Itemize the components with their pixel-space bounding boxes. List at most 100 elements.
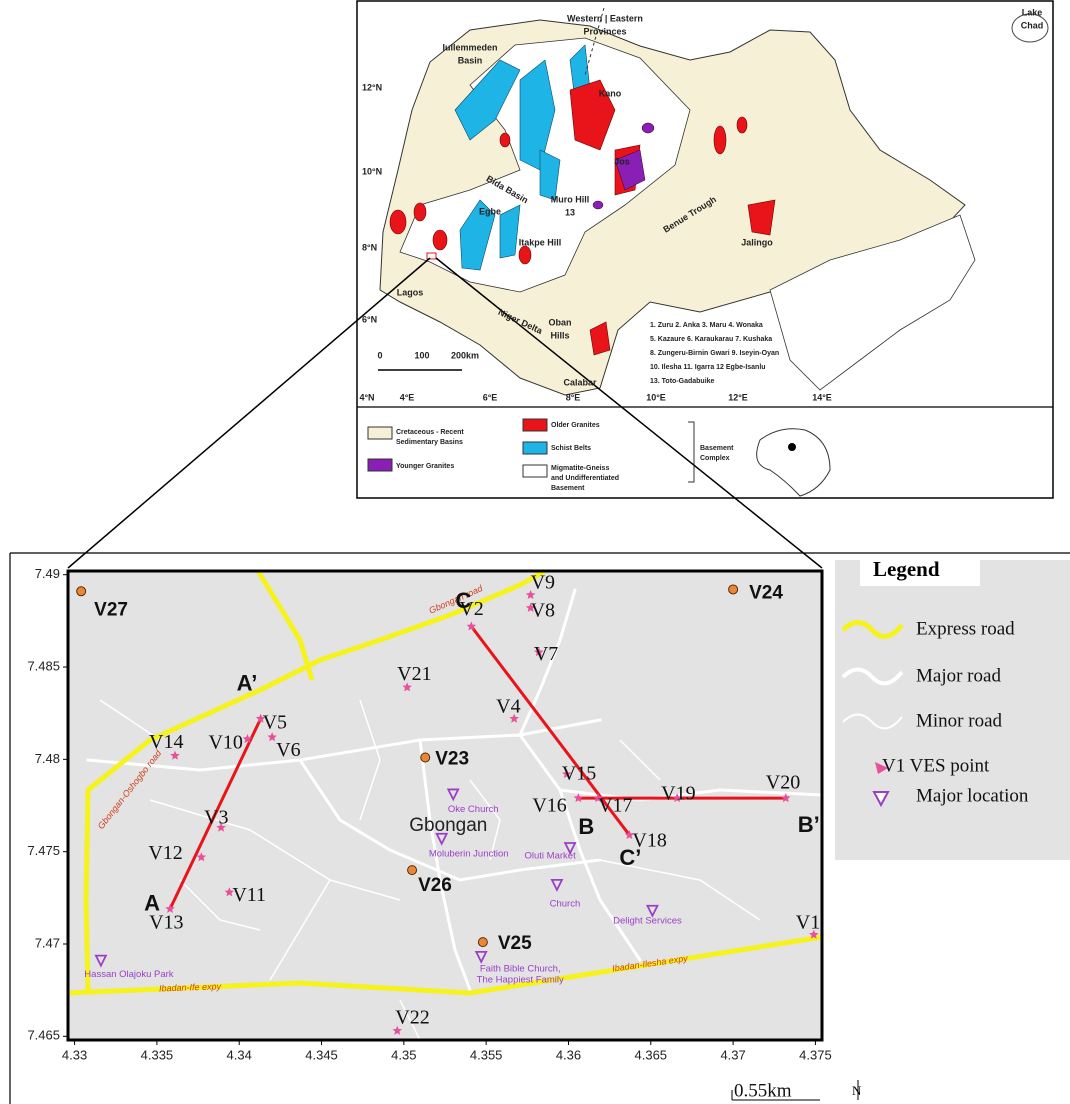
x-tick-label: 4.335	[141, 1047, 174, 1062]
ves-label: V7	[534, 643, 558, 665]
site-list: 5. Kazaure 6. Karaukarau 7. Kushaka	[650, 336, 772, 343]
ves-label: V26	[418, 875, 452, 896]
y-tick-label: 7.465	[27, 1028, 60, 1043]
section-label: B	[578, 814, 594, 839]
lon-label: 4°N	[359, 392, 374, 402]
lat-label: 10°N	[362, 166, 382, 176]
ves-point	[77, 587, 86, 596]
y-tick-label: 7.485	[27, 658, 60, 673]
key-label: Migmatite-Gneiss	[551, 465, 609, 472]
x-tick-label: 4.35	[391, 1047, 416, 1062]
place-label: Oke Church	[448, 804, 499, 815]
key-label: and Undifferentiated	[551, 475, 619, 482]
inset-label: Oban	[548, 317, 571, 327]
key-label: Schist Belts	[551, 445, 591, 452]
ves-label: V11	[232, 884, 266, 906]
inset-label: Western | Eastern	[567, 13, 643, 23]
lon-label: 12°E	[728, 392, 748, 402]
ves-label: V12	[148, 842, 182, 864]
inset-label: Itakpe Hill	[519, 237, 562, 247]
inset-label: Basin	[458, 55, 483, 65]
ves-label: V24	[749, 582, 783, 603]
inset-label: Lagos	[397, 287, 424, 297]
key-swatch	[368, 427, 392, 439]
ves-label: V1	[796, 911, 820, 933]
lat-label: 8°N	[362, 242, 377, 252]
granite	[519, 246, 531, 264]
place-label: Hassan Olajoku Park	[84, 969, 173, 980]
younger-granite	[642, 123, 654, 133]
place-label: Faith Bible Church,	[480, 963, 561, 974]
inset-label: Kano	[599, 88, 622, 98]
ves-label: V13	[149, 911, 183, 933]
key-label: Complex	[700, 455, 730, 462]
ves-label: V9	[531, 572, 555, 594]
ves-label: V15	[562, 763, 596, 785]
place-label: The Happiest Family	[477, 974, 564, 985]
y-tick-label: 7.475	[27, 843, 60, 858]
inset-label: Jos	[614, 156, 630, 166]
x-tick-label: 4.365	[635, 1047, 668, 1062]
legend-item: V1 VES point	[882, 755, 990, 776]
scale-label: 0.55km	[734, 1080, 792, 1101]
ves-label: V16	[532, 795, 566, 817]
key-label: Younger Granites	[396, 463, 454, 470]
x-tick-label: 4.345	[305, 1047, 338, 1062]
place-label: Moluberin Junction	[429, 848, 509, 859]
inset-label: Lake	[1022, 7, 1043, 17]
ves-point	[478, 938, 487, 947]
key-label: Older Granites	[551, 422, 600, 429]
granite	[390, 210, 406, 234]
page: {"inset_map": { "labels": [["Lake", "Cha…	[0, 0, 1070, 1104]
map-background	[68, 571, 822, 1040]
lon-label: 6°E	[483, 392, 498, 402]
ves-label: V23	[435, 749, 469, 770]
inset-label: Jalingo	[741, 237, 773, 247]
x-tick-label: 4.33	[62, 1047, 87, 1062]
ves-label: V22	[395, 1006, 429, 1028]
ves-label: V25	[498, 933, 532, 954]
y-tick-label: 7.49	[35, 566, 60, 581]
granite	[737, 117, 747, 133]
ves-label: V27	[94, 599, 128, 620]
ves-label: V18	[632, 830, 666, 852]
granite	[414, 203, 426, 221]
ves-label: V4	[496, 695, 520, 717]
ves-label: V19	[661, 783, 695, 805]
legend-item: Express road	[916, 618, 1015, 639]
ves-point	[421, 753, 430, 762]
lon-label: 14°E	[812, 392, 832, 402]
ves-label: V10	[208, 732, 242, 754]
inset-label: Hills	[550, 330, 569, 340]
site-list: 13. Toto-Gadabuike	[650, 378, 715, 385]
lon-label: 8°E	[566, 392, 581, 402]
lat-label: 12°N	[362, 82, 382, 92]
section-label: A’	[237, 671, 258, 696]
inset-label: Muro Hill	[551, 194, 590, 204]
inset-label: 13	[565, 207, 575, 217]
nigeria-in-africa	[788, 443, 796, 451]
ves-label: V17	[598, 795, 632, 817]
ves-label: V20	[766, 772, 800, 794]
ves-label: V8	[531, 600, 555, 622]
granite	[433, 230, 447, 250]
lon-label: 4°E	[400, 392, 415, 402]
inset-map	[68, 1, 1053, 568]
inset-label: Calabar	[563, 377, 597, 387]
key-label: Cretaceous - Recent	[396, 429, 464, 436]
inset-label: Egbe	[479, 206, 501, 216]
ves-label: V3	[204, 806, 228, 828]
ves-point	[729, 585, 738, 594]
key-swatch	[523, 465, 547, 477]
lat-label: 6°N	[362, 314, 377, 324]
legend-item: Major road	[916, 665, 1001, 686]
town-label: Gbongan	[409, 815, 487, 836]
place-label: Church	[550, 898, 581, 909]
x-tick-label: 4.37	[720, 1047, 745, 1062]
y-tick-label: 7.47	[35, 935, 60, 950]
legend-title: Legend	[873, 557, 940, 581]
key-swatch	[523, 442, 547, 454]
x-tick-label: 4.34	[227, 1047, 252, 1062]
ves-label: V6	[276, 739, 300, 761]
key-label: Sedimentary Basins	[396, 439, 463, 446]
